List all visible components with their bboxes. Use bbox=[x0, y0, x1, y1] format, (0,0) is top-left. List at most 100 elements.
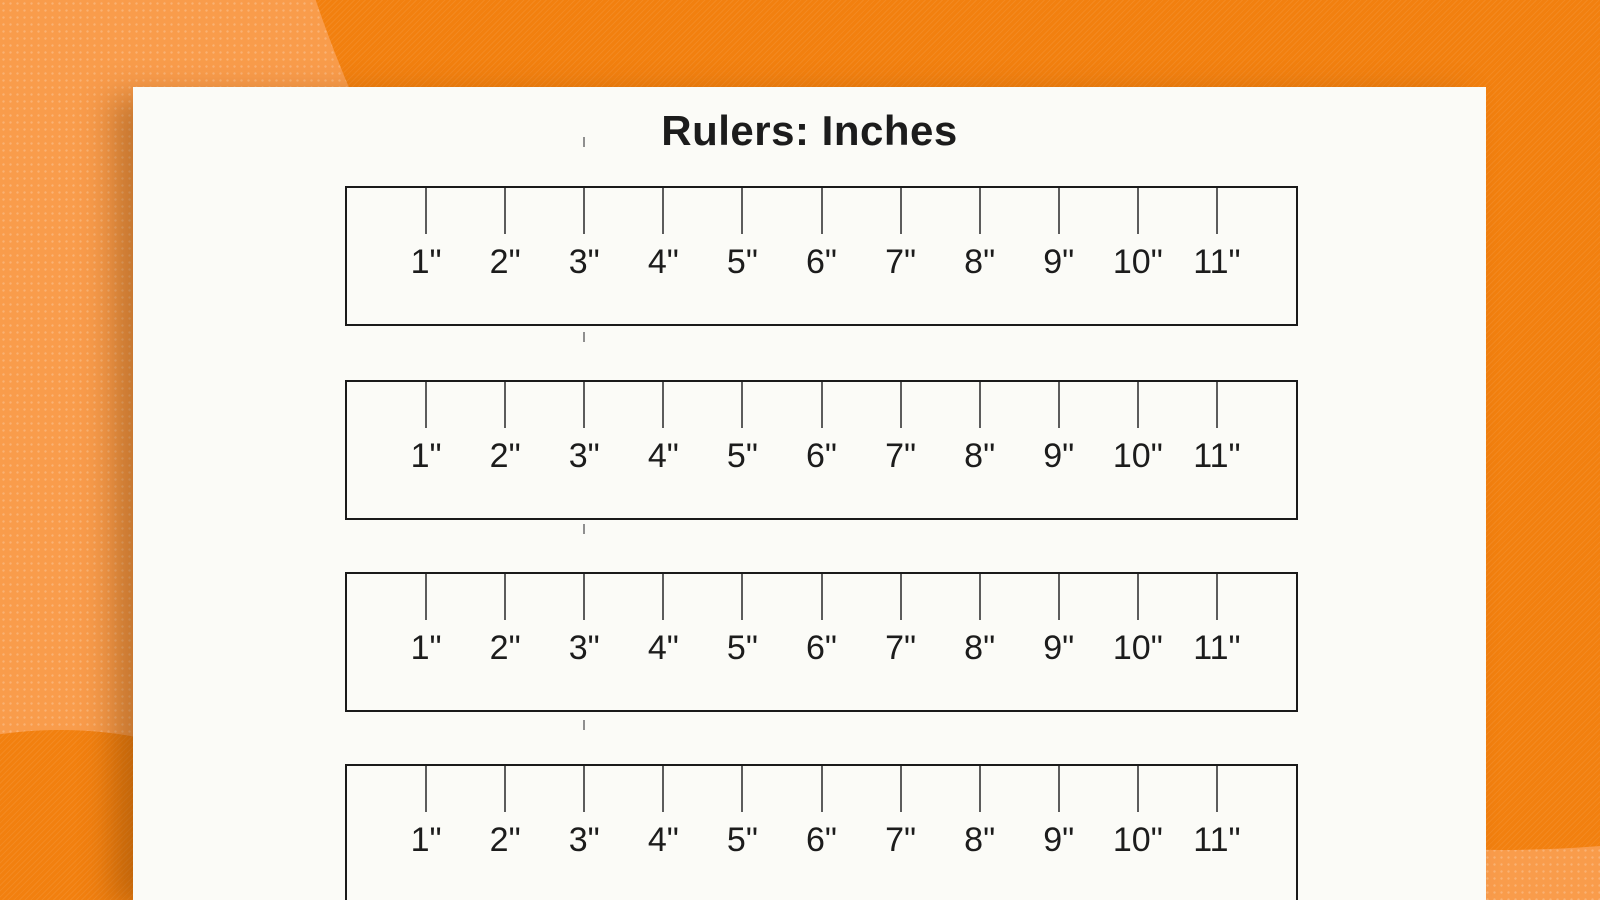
inch-label: 5" bbox=[726, 243, 758, 281]
inch-tick bbox=[741, 574, 744, 620]
inch-label: 10" bbox=[1112, 629, 1163, 667]
inch-label: 10" bbox=[1112, 437, 1163, 475]
inch-label: 11" bbox=[1193, 437, 1241, 475]
inch-tick bbox=[899, 188, 902, 234]
inch-label: 2" bbox=[489, 629, 521, 667]
inch-label: 6" bbox=[806, 629, 837, 667]
inch-tick bbox=[1136, 382, 1139, 428]
inch-tick bbox=[425, 766, 428, 812]
ruler-4: 1" 2" 3" 4" 5" 6" 7" 8" 9" 10" 11" bbox=[345, 764, 1298, 900]
inch-label: 9" bbox=[1043, 629, 1075, 667]
inch-label: 10" bbox=[1112, 821, 1163, 859]
inch-tick bbox=[425, 574, 428, 620]
inch-label: 4" bbox=[647, 437, 679, 475]
inch-label: 4" bbox=[647, 821, 679, 859]
inch-tick bbox=[662, 766, 665, 812]
inch-tick bbox=[583, 382, 586, 428]
inch-tick bbox=[899, 574, 902, 620]
inch-label: 1" bbox=[410, 243, 442, 281]
cut-mark bbox=[583, 524, 585, 534]
inch-tick bbox=[1136, 766, 1139, 812]
inch-tick bbox=[504, 382, 507, 428]
cut-mark bbox=[583, 137, 585, 147]
page-title: Rulers: Inches bbox=[661, 107, 958, 154]
inch-tick bbox=[820, 574, 823, 620]
inch-tick bbox=[583, 574, 586, 620]
inch-tick bbox=[662, 574, 665, 620]
inch-label: 10" bbox=[1112, 243, 1163, 281]
inch-label: 3" bbox=[568, 821, 600, 859]
inch-tick bbox=[1136, 574, 1139, 620]
cut-mark bbox=[583, 332, 585, 342]
ruler-3: 1" 2" 3" 4" 5" 6" 7" 8" 9" 10" 11" bbox=[345, 572, 1298, 712]
inch-tick bbox=[504, 188, 507, 234]
inch-tick bbox=[1136, 188, 1139, 234]
inch-label: 2" bbox=[489, 821, 521, 859]
inch-label: 5" bbox=[726, 629, 758, 667]
inch-tick bbox=[1215, 766, 1218, 812]
inch-tick bbox=[1057, 382, 1060, 428]
inch-tick bbox=[978, 574, 981, 620]
inch-tick bbox=[1057, 188, 1060, 234]
inch-label: 8" bbox=[964, 437, 996, 475]
inch-label: 1" bbox=[410, 629, 442, 667]
ruler-2: 1" 2" 3" 4" 5" 6" 7" 8" 9" 10" 11" bbox=[345, 380, 1298, 520]
inch-tick bbox=[1057, 766, 1060, 812]
inch-tick bbox=[978, 188, 981, 234]
inch-tick bbox=[741, 188, 744, 234]
inch-label: 1" bbox=[410, 437, 442, 475]
inch-label: 11" bbox=[1193, 629, 1241, 667]
inch-tick bbox=[820, 188, 823, 234]
inch-label: 9" bbox=[1043, 243, 1075, 281]
inch-label: 11" bbox=[1193, 821, 1241, 859]
inch-tick bbox=[741, 766, 744, 812]
inch-tick bbox=[1215, 188, 1218, 234]
inch-label: 11" bbox=[1193, 243, 1241, 281]
inch-label: 6" bbox=[806, 243, 837, 281]
inch-label: 2" bbox=[489, 437, 521, 475]
inch-tick bbox=[504, 574, 507, 620]
inch-label: 8" bbox=[964, 243, 996, 281]
inch-tick bbox=[978, 382, 981, 428]
ruler-1: 1" 2" 3" 4" 5" 6" 7" 8" 9" 10" 11" bbox=[345, 186, 1298, 326]
inch-label: 6" bbox=[806, 437, 837, 475]
inch-tick bbox=[425, 382, 428, 428]
inch-tick bbox=[583, 188, 586, 234]
inch-tick bbox=[820, 382, 823, 428]
inch-tick bbox=[504, 766, 507, 812]
inch-tick bbox=[425, 188, 428, 234]
inch-label: 7" bbox=[885, 437, 917, 475]
inch-tick bbox=[741, 382, 744, 428]
worksheet-page: Rulers: Inches 1" 2" 3" 4" 5" 6" 7" 8" 9" 10" 11" 1… bbox=[133, 87, 1486, 900]
inch-label: 2" bbox=[489, 243, 521, 281]
inch-tick bbox=[662, 382, 665, 428]
inch-label: 3" bbox=[568, 629, 600, 667]
inch-label: 8" bbox=[964, 629, 996, 667]
inch-tick bbox=[899, 382, 902, 428]
inch-label: 7" bbox=[885, 821, 917, 859]
inch-label: 7" bbox=[885, 629, 917, 667]
inch-tick bbox=[1215, 382, 1218, 428]
inch-label: 9" bbox=[1043, 437, 1075, 475]
inch-tick bbox=[820, 766, 823, 812]
inch-tick bbox=[1057, 574, 1060, 620]
inch-tick bbox=[583, 766, 586, 812]
inch-label: 4" bbox=[647, 243, 679, 281]
inch-tick bbox=[662, 188, 665, 234]
inch-tick bbox=[899, 766, 902, 812]
inch-label: 3" bbox=[568, 437, 600, 475]
inch-label: 7" bbox=[885, 243, 917, 281]
inch-tick bbox=[1215, 574, 1218, 620]
inch-label: 8" bbox=[964, 821, 996, 859]
inch-label: 6" bbox=[806, 821, 837, 859]
inch-label: 1" bbox=[410, 821, 442, 859]
inch-label: 4" bbox=[647, 629, 679, 667]
inch-label: 9" bbox=[1043, 821, 1075, 859]
rulers-container: 1" 2" 3" 4" 5" 6" 7" 8" 9" 10" 11" 1" 2" 3" 4" 5" 6" 7" 8"… bbox=[133, 87, 1486, 900]
cut-mark bbox=[583, 720, 585, 730]
inch-label: 5" bbox=[726, 437, 758, 475]
inch-label: 3" bbox=[568, 243, 600, 281]
inch-label: 5" bbox=[726, 821, 758, 859]
inch-tick bbox=[978, 766, 981, 812]
